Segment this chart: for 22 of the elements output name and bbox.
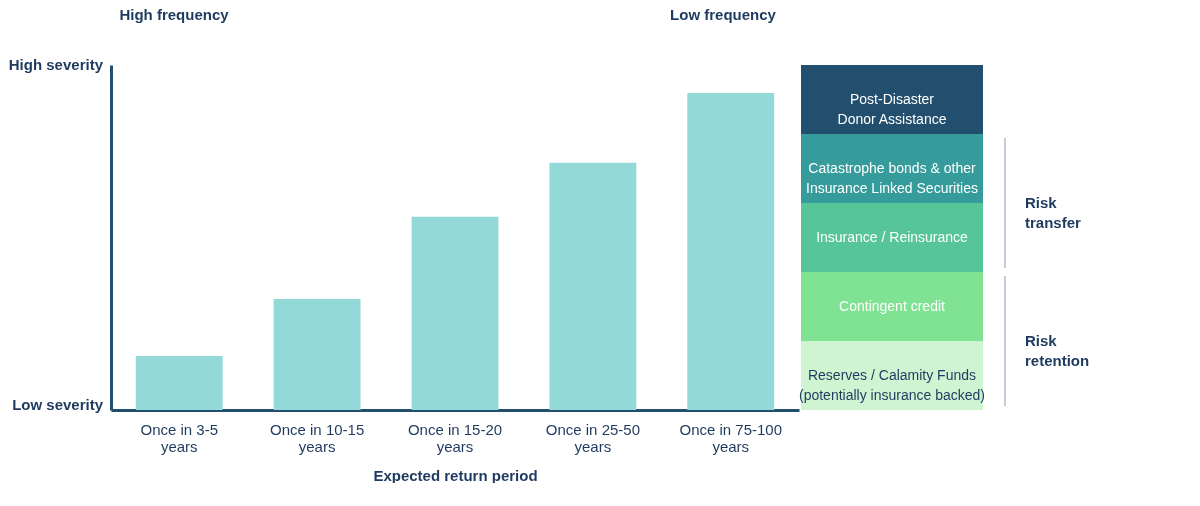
x-tick-label: Once in 3-5 years — [140, 420, 219, 455]
x-tick-label: Once in 15-20 years — [407, 420, 503, 455]
bar — [687, 93, 775, 410]
x-tick-label: Once in 75-100 years — [679, 420, 783, 455]
category-label: Reserves / Calamity Funds (potentially insurance backed) — [799, 366, 985, 403]
text: Low severity — [12, 396, 104, 413]
text: Risk retention — [1025, 332, 1090, 369]
category-label: Contingent credit — [839, 297, 946, 314]
text: Risk transfer — [1025, 194, 1082, 231]
category-label: Post-Disaster Donor Assistance — [837, 90, 947, 127]
text: High severity — [8, 56, 104, 73]
bar — [549, 162, 637, 410]
bar — [273, 299, 361, 410]
x-tick-label: Once in 10-15 years — [270, 420, 365, 455]
x-tick-label: Once in 25-50 years — [545, 420, 640, 455]
category-label: Catastrophe bonds & other Insurance Linked Securities — [806, 159, 978, 196]
bar — [411, 216, 499, 410]
text: Low frequency — [670, 6, 777, 23]
text: High frequency — [119, 6, 230, 23]
bar — [135, 356, 223, 410]
category-label: Insurance / Reinsurance — [816, 228, 969, 245]
x-axis-title: Expected return period — [373, 466, 538, 484]
